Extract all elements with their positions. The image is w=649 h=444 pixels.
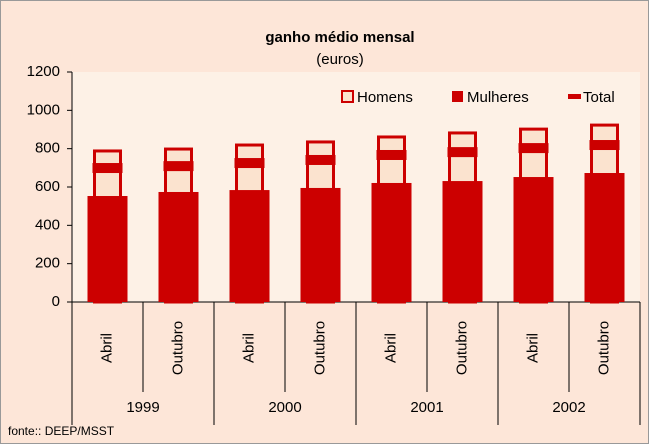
total-marker (305, 154, 336, 165)
legend-label: Homens (357, 89, 413, 106)
bar-mulheres (300, 187, 341, 302)
y-tick-label: 200 (35, 255, 60, 272)
x-tick-label: Outubro (311, 321, 328, 375)
x-tick-label: Outubro (169, 321, 186, 375)
bar-mulheres (87, 196, 128, 302)
y-tick-label: 400 (35, 216, 60, 233)
y-tick-label: 800 (35, 140, 60, 157)
total-marker (589, 140, 620, 151)
legend-swatch (341, 90, 354, 103)
plot-area (72, 72, 640, 302)
total-marker (163, 161, 194, 172)
chart-subtitle: (euros) (316, 51, 364, 68)
y-tick-label: 0 (52, 293, 60, 310)
legend-label: Total (583, 89, 615, 106)
x-tick-label: Abril (382, 333, 399, 363)
year-label: 1999 (126, 399, 159, 416)
y-tick-label: 600 (35, 178, 60, 195)
total-marker (92, 163, 123, 174)
year-label: 2000 (268, 399, 301, 416)
bar-mulheres (584, 173, 625, 302)
x-tick-label: Abril (524, 333, 541, 363)
bar-mulheres (371, 182, 412, 302)
legend-swatch (568, 94, 581, 99)
total-marker (447, 147, 478, 158)
x-tick-label: Abril (98, 333, 115, 363)
total-marker (376, 149, 407, 160)
bar-mulheres (229, 190, 270, 302)
bar-mulheres (442, 181, 483, 302)
total-marker (234, 158, 265, 169)
total-marker (518, 143, 549, 154)
legend-swatch (452, 91, 463, 102)
bar-mulheres (513, 177, 554, 302)
x-tick-label: Abril (240, 333, 257, 363)
year-label: 2002 (552, 399, 585, 416)
legend-label: Mulheres (467, 89, 529, 106)
chart-title: ganho médio mensal (265, 29, 414, 46)
x-tick-label: Outubro (453, 321, 470, 375)
source-note: fonte:: DEEP/MSST (8, 424, 115, 438)
y-tick-label: 1000 (27, 101, 60, 118)
bar-mulheres (158, 191, 199, 302)
year-label: 2001 (410, 399, 443, 416)
x-tick-label: Outubro (595, 321, 612, 375)
y-tick-label: 1200 (27, 63, 60, 80)
